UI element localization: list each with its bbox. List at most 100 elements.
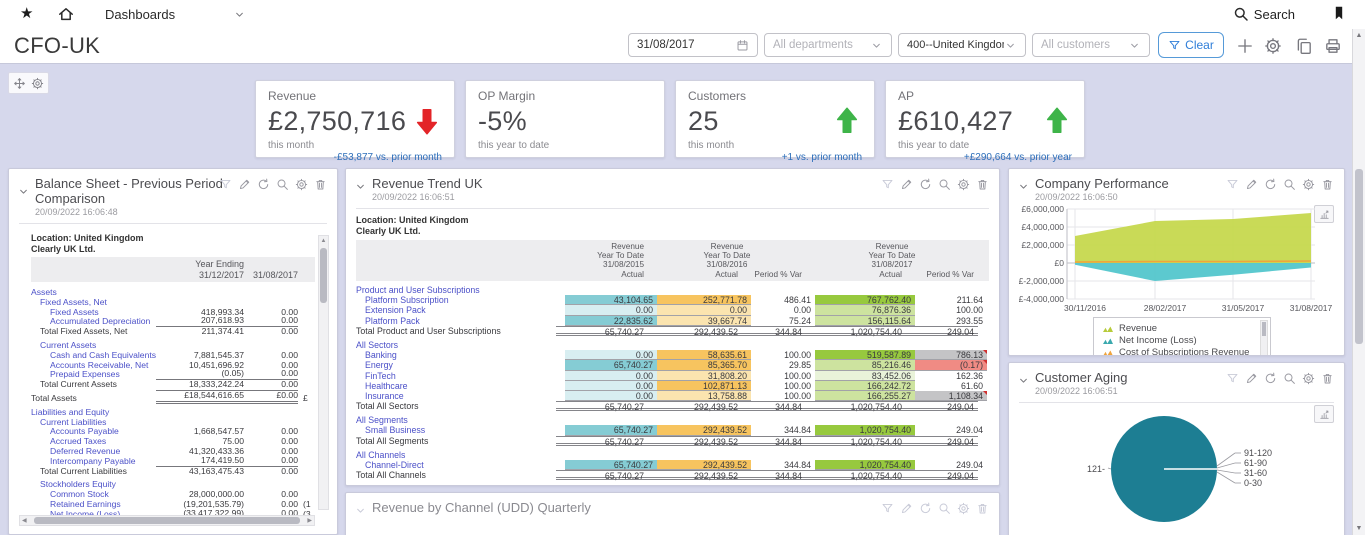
favorite-star-icon[interactable]: ★ [20, 5, 34, 22]
legend-item-net-income[interactable]: Net Income (Loss) [1102, 334, 1256, 346]
trash-icon[interactable] [1321, 372, 1334, 385]
kpi-card-op-margin[interactable]: OP Margin -5% this year to date [465, 80, 665, 158]
account-link[interactable]: Stockholders Equity [40, 480, 116, 490]
kpi-card-ap[interactable]: AP £610,427 this year to date +£290,664 … [885, 80, 1085, 163]
filter-icon[interactable] [881, 178, 894, 191]
trash-icon[interactable] [1321, 178, 1334, 191]
account-link[interactable]: Accumulated Depreciation [50, 317, 151, 327]
refresh-icon[interactable] [919, 502, 932, 515]
dimension-link[interactable]: Healthcare [365, 380, 408, 391]
dimension-link[interactable]: All Segments [356, 415, 408, 426]
dimension-link[interactable]: Platform Subscription [365, 295, 449, 306]
account-link[interactable]: Total Assets [31, 393, 77, 403]
legend-scrollbar[interactable] [1260, 320, 1268, 355]
edit-pencil-icon[interactable] [1245, 372, 1258, 385]
gear-icon[interactable] [1302, 372, 1315, 385]
dimension-link[interactable]: Total All Channels [356, 470, 426, 481]
filter-icon[interactable] [1226, 178, 1239, 191]
collapse-chevron-icon[interactable] [354, 180, 367, 193]
account-link[interactable]: Net Income (Loss) [31, 510, 156, 520]
account-link[interactable]: Cash and Cash Equivalents [50, 350, 156, 360]
filter-icon[interactable] [219, 178, 232, 191]
account-link[interactable]: Fixed Assets [50, 307, 99, 317]
dimension-link[interactable]: Product and User Subscriptions [356, 285, 480, 295]
add-component-button[interactable] [1236, 37, 1254, 55]
refresh-icon[interactable] [1264, 178, 1277, 191]
dimension-link[interactable]: Insurance [365, 390, 404, 401]
dimension-link[interactable]: Extension Pack [365, 305, 426, 316]
table-horizontal-scrollbar[interactable]: ◀ ▶ [19, 515, 315, 526]
zoom-icon[interactable] [938, 178, 951, 191]
collapse-chevron-icon[interactable] [1017, 180, 1030, 193]
kpi-card-revenue[interactable]: Revenue £2,750,716 this month -£53,877 v… [255, 80, 455, 163]
dashboards-chevron-down-icon[interactable] [233, 8, 246, 21]
edit-pencil-icon[interactable] [900, 502, 913, 515]
search-button[interactable]: Search [1233, 6, 1295, 22]
zoom-icon[interactable] [938, 502, 951, 515]
zoom-icon[interactable] [1283, 372, 1296, 385]
account-link[interactable]: Assets [31, 288, 57, 297]
account-link[interactable]: Intercompany Payable [50, 456, 136, 466]
legend-item-cost[interactable]: Cost of Subscriptions Revenue [1102, 346, 1256, 355]
account-link[interactable]: Accounts Payable [50, 427, 119, 437]
dimension-link[interactable]: Total All Segments [356, 435, 429, 446]
gear-icon[interactable] [31, 77, 44, 90]
dimension-link[interactable]: Small Business [365, 425, 426, 436]
refresh-icon[interactable] [257, 178, 270, 191]
trash-icon[interactable] [976, 178, 989, 191]
legend-item-revenue[interactable]: Revenue [1102, 322, 1256, 334]
account-link[interactable]: Total Current Liabilities [40, 466, 127, 476]
account-link[interactable]: Total Fixed Assets, Net [40, 327, 128, 337]
account-link[interactable]: Deferred Revenue [50, 446, 121, 456]
bookmark-icon[interactable] [1331, 5, 1347, 21]
kpi-card-customers[interactable]: Customers 25 this month +1 vs. prior mon… [675, 80, 875, 163]
location-select[interactable]: 400--United Kingdom [898, 33, 1026, 57]
account-link[interactable]: Current Assets [40, 340, 97, 350]
account-link[interactable]: Liabilities and Equity [31, 407, 110, 417]
dimension-link[interactable]: Banking [365, 350, 397, 361]
table-vertical-scrollbar[interactable]: ▲ [318, 235, 329, 510]
filter-icon[interactable] [881, 502, 894, 515]
gear-icon[interactable] [295, 178, 308, 191]
dimension-link[interactable]: Energy [365, 360, 393, 371]
dimension-link[interactable]: Platform Pack [365, 315, 420, 326]
account-link[interactable]: Prepaid Expenses [50, 370, 120, 380]
dimension-link[interactable]: Total Product and User Subscriptions [356, 325, 501, 336]
dashboards-menu[interactable]: Dashboards [105, 7, 176, 22]
refresh-icon[interactable] [1264, 372, 1277, 385]
edit-pencil-icon[interactable] [238, 178, 251, 191]
dashboard-settings-button[interactable] [1264, 37, 1282, 55]
report-date-input[interactable]: 31/08/2017 [628, 33, 758, 57]
export-chart-button[interactable] [1314, 205, 1334, 223]
zoom-icon[interactable] [1283, 178, 1296, 191]
trash-icon[interactable] [314, 178, 327, 191]
dimension-link[interactable]: FinTech [365, 370, 396, 381]
move-handle-icon[interactable] [13, 77, 26, 90]
gear-icon[interactable] [957, 178, 970, 191]
edit-pencil-icon[interactable] [1245, 178, 1258, 191]
collapse-chevron-icon[interactable] [17, 185, 30, 198]
dimension-link[interactable]: All Channels [356, 449, 406, 460]
account-link[interactable]: Accounts Receivable, Net [50, 360, 149, 370]
customers-select[interactable]: All customers [1032, 33, 1150, 57]
departments-select[interactable]: All departments [764, 33, 892, 57]
edit-pencil-icon[interactable] [900, 178, 913, 191]
filter-icon[interactable] [1226, 372, 1239, 385]
print-button[interactable] [1324, 37, 1342, 55]
account-link[interactable]: Common Stock [50, 490, 109, 500]
account-link[interactable]: Accrued Taxes [50, 437, 107, 447]
collapse-chevron-icon[interactable] [1017, 374, 1030, 387]
account-link[interactable]: Total Current Assets [40, 380, 117, 390]
page-scrollbar[interactable]: ▲ ▼ [1352, 29, 1365, 535]
copy-dashboard-button[interactable] [1295, 37, 1313, 55]
dimension-link[interactable]: All Sectors [356, 339, 399, 350]
zoom-icon[interactable] [276, 178, 289, 191]
export-chart-button[interactable] [1314, 405, 1334, 423]
clear-filters-button[interactable]: Clear [1158, 32, 1224, 58]
account-link[interactable]: Current Liabilities [40, 417, 107, 427]
dimension-link[interactable]: Total All Sectors [356, 401, 419, 412]
gear-icon[interactable] [1302, 178, 1315, 191]
gear-icon[interactable] [957, 502, 970, 515]
account-link[interactable]: Fixed Assets, Net [40, 297, 107, 307]
refresh-icon[interactable] [919, 178, 932, 191]
